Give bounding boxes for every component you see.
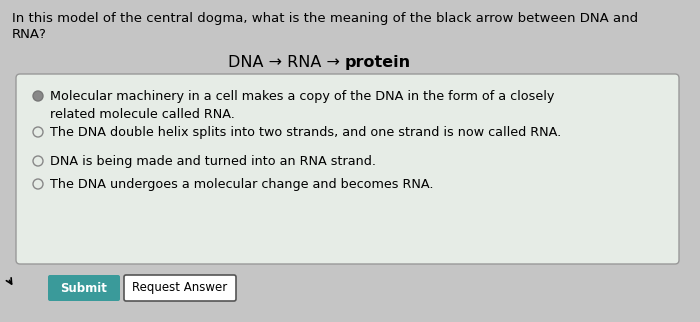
FancyBboxPatch shape: [124, 275, 236, 301]
Text: DNA → RNA →: DNA → RNA →: [228, 55, 345, 70]
Text: In this model of the central dogma, what is the meaning of the black arrow betwe: In this model of the central dogma, what…: [12, 12, 638, 25]
Circle shape: [33, 156, 43, 166]
Text: Molecular machinery in a cell makes a copy of the DNA in the form of a closely
r: Molecular machinery in a cell makes a co…: [50, 90, 554, 120]
Text: RNA?: RNA?: [12, 28, 47, 41]
Circle shape: [33, 127, 43, 137]
FancyBboxPatch shape: [48, 275, 120, 301]
Text: The DNA double helix splits into two strands, and one strand is now called RNA.: The DNA double helix splits into two str…: [50, 126, 561, 139]
Text: protein: protein: [345, 55, 411, 70]
Text: Request Answer: Request Answer: [132, 281, 228, 295]
Circle shape: [33, 91, 43, 101]
FancyBboxPatch shape: [16, 74, 679, 264]
Text: The DNA undergoes a molecular change and becomes RNA.: The DNA undergoes a molecular change and…: [50, 178, 433, 191]
Text: DNA is being made and turned into an RNA strand.: DNA is being made and turned into an RNA…: [50, 155, 376, 168]
Circle shape: [33, 179, 43, 189]
Text: Submit: Submit: [61, 281, 107, 295]
